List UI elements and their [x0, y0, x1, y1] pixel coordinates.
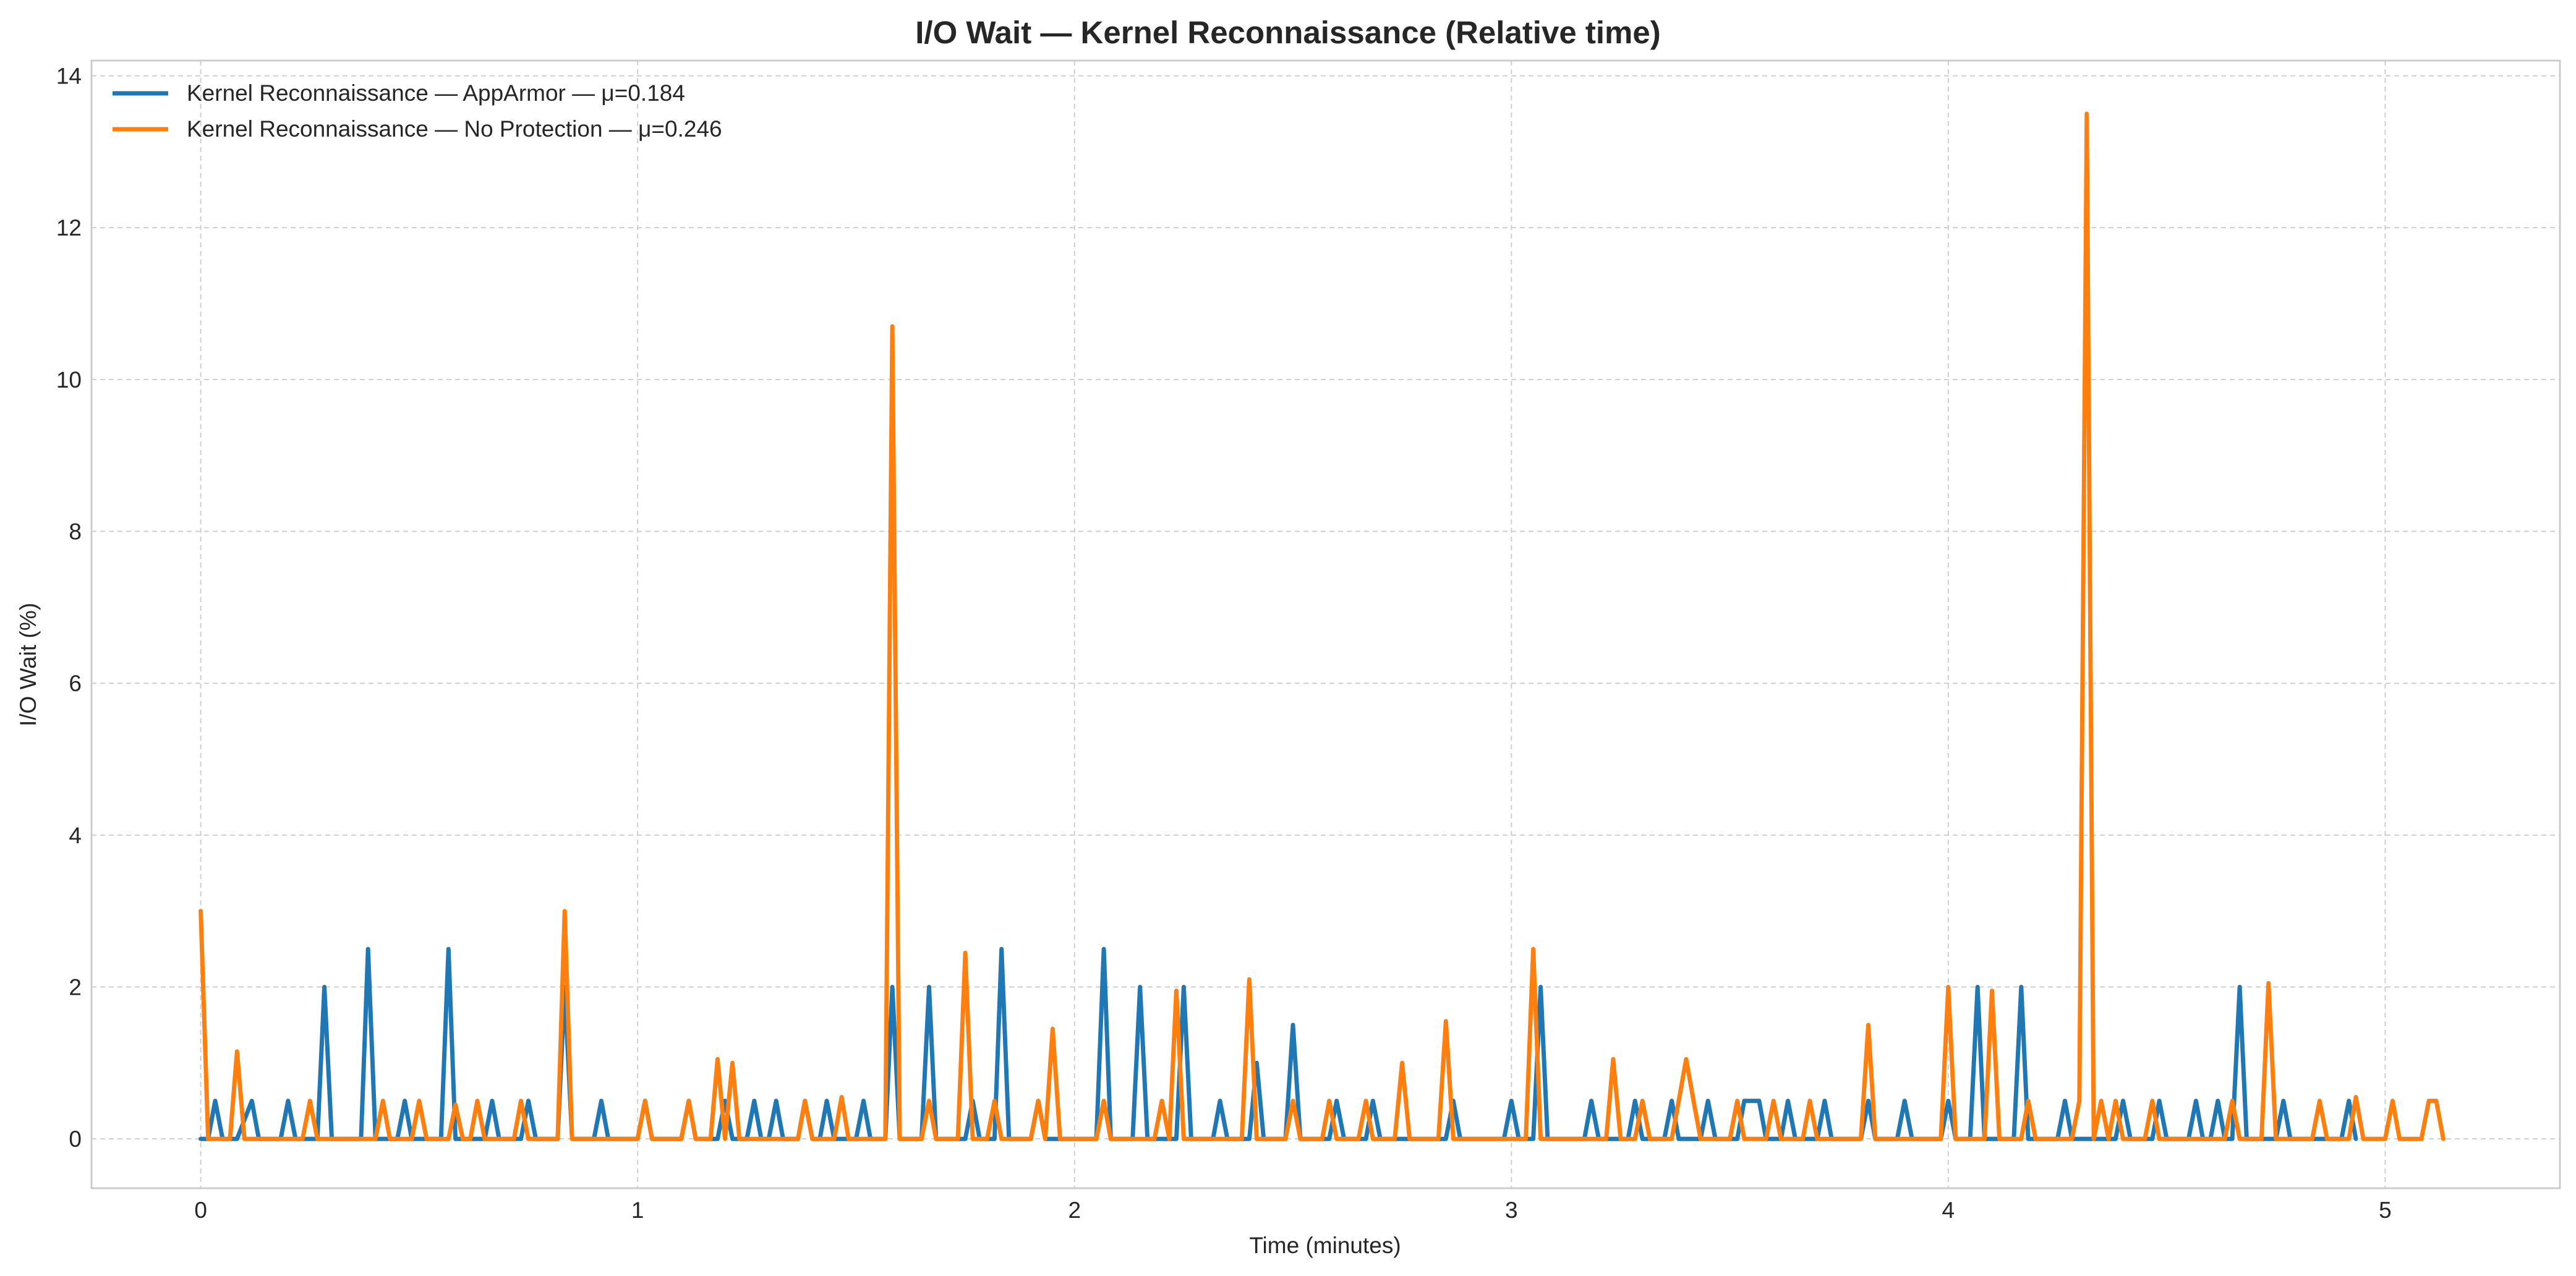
x-axis-label: Time (minutes) — [1249, 1233, 1401, 1258]
legend-label-apparmor: Kernel Reconnaissance — AppArmor — μ=0.1… — [187, 80, 685, 106]
y-tick-label: 14 — [56, 64, 82, 89]
y-tick-label: 8 — [69, 519, 82, 545]
x-tick-label: 4 — [1942, 1197, 1955, 1223]
x-tick-label: 1 — [631, 1197, 644, 1223]
x-tick-label: 2 — [1068, 1197, 1081, 1223]
y-tick-label: 6 — [69, 671, 82, 696]
y-tick-label: 10 — [56, 367, 82, 393]
x-tick-label: 3 — [1505, 1197, 1518, 1223]
y-tick-labels: 0 2 4 6 8 10 12 14 — [56, 64, 82, 1152]
x-tick-label: 0 — [194, 1197, 207, 1223]
x-tick-labels: 0 1 2 3 4 5 — [194, 1197, 2391, 1223]
chart-title: I/O Wait — Kernel Reconnaissance (Relati… — [915, 15, 1660, 50]
series-line-no-protection — [198, 111, 2446, 1141]
y-tick-label: 2 — [69, 975, 82, 1000]
grid-lines — [92, 61, 2560, 1188]
x-tick-label: 5 — [2379, 1197, 2392, 1223]
legend: Kernel Reconnaissance — AppArmor — μ=0.1… — [113, 80, 722, 142]
series-lines — [198, 111, 2446, 1141]
y-tick-label: 4 — [69, 823, 82, 848]
y-axis-label: I/O Wait (%) — [15, 603, 41, 726]
legend-label-no-protection: Kernel Reconnaissance — No Protection — … — [187, 116, 722, 142]
y-tick-label: 12 — [56, 215, 82, 240]
y-tick-label: 0 — [69, 1126, 82, 1152]
plot-frame — [90, 59, 2561, 1189]
